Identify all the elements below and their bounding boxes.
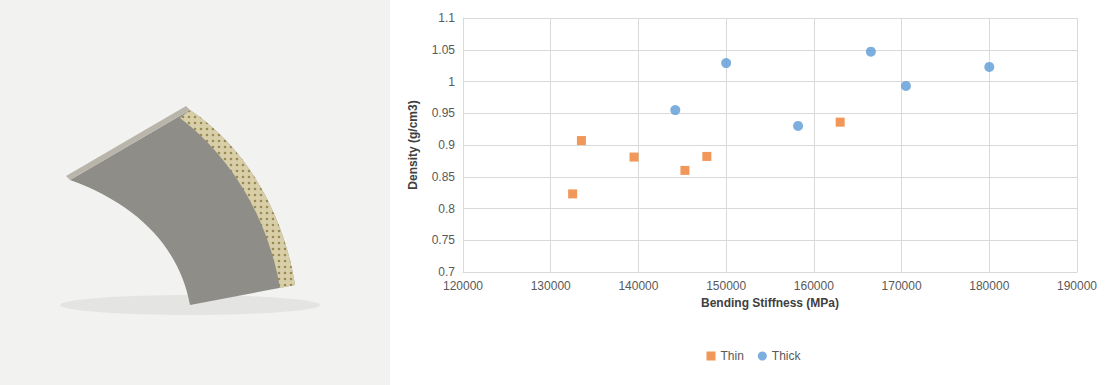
svg-text:0.85: 0.85	[432, 170, 456, 184]
svg-text:Bending Stiffness (MPa): Bending Stiffness (MPa)	[701, 296, 839, 310]
svg-text:180000: 180000	[969, 279, 1009, 293]
svg-text:0.95: 0.95	[432, 106, 456, 120]
svg-text:120000: 120000	[443, 279, 483, 293]
svg-text:Thick: Thick	[772, 349, 802, 363]
svg-text:1: 1	[448, 75, 455, 89]
svg-text:160000: 160000	[794, 279, 834, 293]
svg-text:140000: 140000	[618, 279, 658, 293]
svg-text:0.75: 0.75	[432, 233, 456, 247]
svg-text:170000: 170000	[882, 279, 922, 293]
svg-text:0.8: 0.8	[438, 202, 455, 216]
svg-text:1.1: 1.1	[438, 11, 455, 25]
svg-text:0.9: 0.9	[438, 138, 455, 152]
svg-text:130000: 130000	[531, 279, 571, 293]
svg-text:0.7: 0.7	[438, 265, 455, 279]
svg-text:1.05: 1.05	[432, 43, 456, 57]
svg-text:Density (g/cm3): Density (g/cm3)	[406, 100, 420, 189]
svg-text:150000: 150000	[706, 279, 746, 293]
svg-text:190000: 190000	[1057, 279, 1097, 293]
svg-text:Thin: Thin	[720, 349, 743, 363]
